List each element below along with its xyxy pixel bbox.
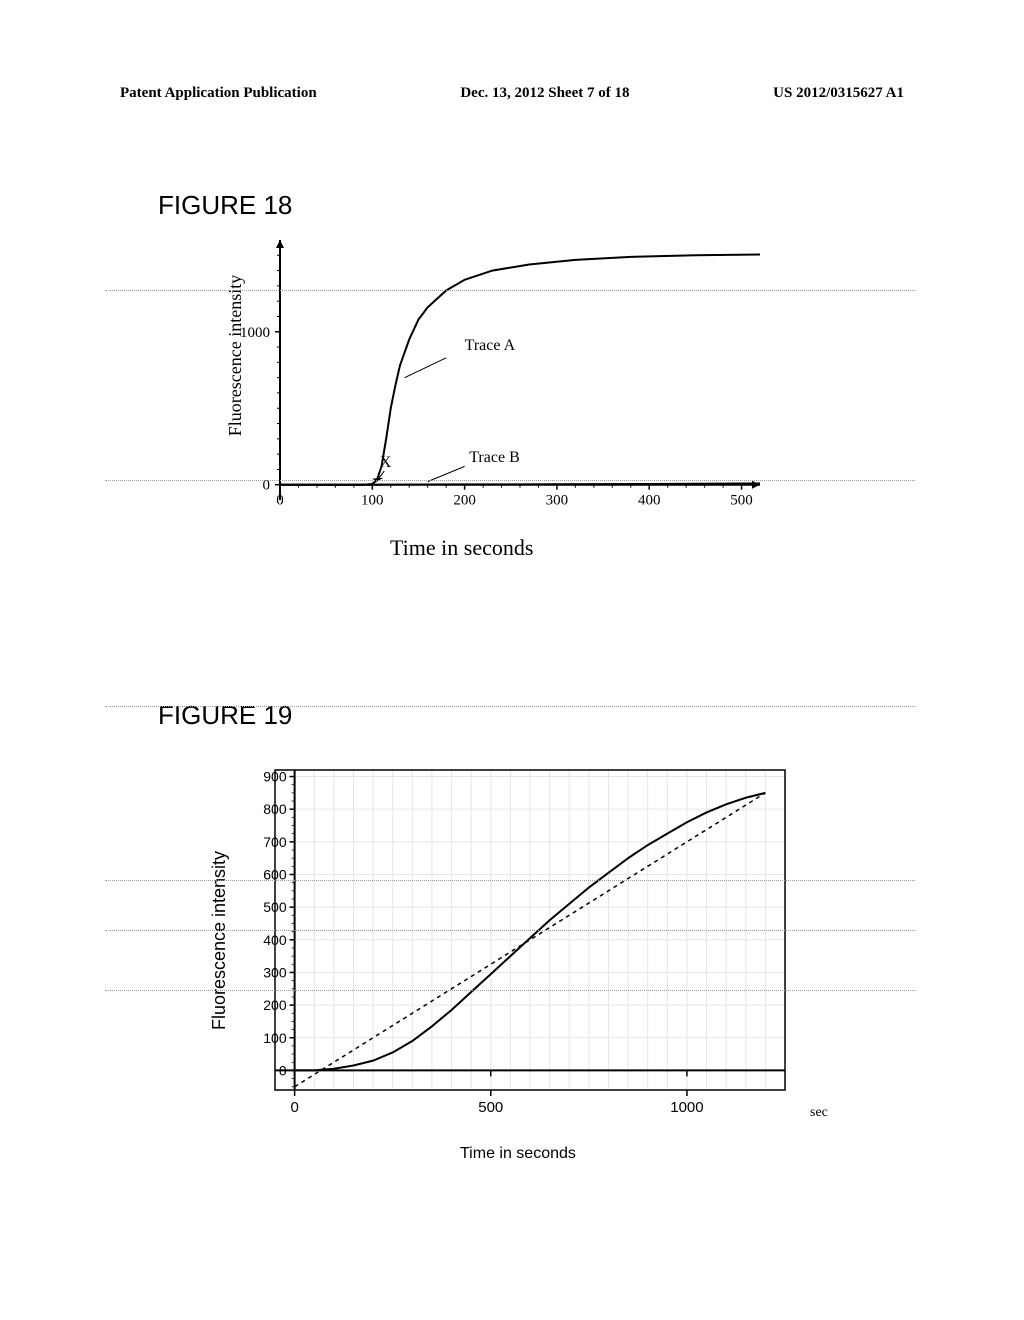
figure18-chart: 010000100200300400500Trace ATrace BX Flu… bbox=[210, 230, 780, 600]
svg-text:0: 0 bbox=[279, 1062, 287, 1078]
svg-text:100: 100 bbox=[361, 493, 384, 509]
svg-text:300: 300 bbox=[263, 964, 287, 980]
svg-text:500: 500 bbox=[478, 1099, 503, 1116]
header-center: Dec. 13, 2012 Sheet 7 of 18 bbox=[460, 85, 629, 102]
figure19-xunit: sec bbox=[810, 1105, 828, 1121]
scan-artifact-line bbox=[105, 930, 915, 931]
figure19-title: FIGURE 19 bbox=[158, 700, 292, 731]
svg-text:700: 700 bbox=[263, 834, 287, 850]
figure18-xlabel: Time in seconds bbox=[390, 535, 533, 561]
svg-text:0: 0 bbox=[276, 493, 284, 509]
svg-text:900: 900 bbox=[263, 769, 287, 785]
svg-text:1000: 1000 bbox=[670, 1099, 703, 1116]
svg-text:200: 200 bbox=[453, 493, 476, 509]
svg-text:500: 500 bbox=[263, 899, 287, 915]
figure19-chart: 010020030040050060070080090005001000 Flu… bbox=[210, 760, 830, 1160]
svg-text:100: 100 bbox=[263, 1030, 287, 1046]
svg-text:200: 200 bbox=[263, 997, 287, 1013]
svg-text:Trace A: Trace A bbox=[465, 337, 516, 354]
scan-artifact-line bbox=[105, 290, 915, 291]
page-header: Patent Application Publication Dec. 13, … bbox=[120, 85, 904, 102]
svg-text:500: 500 bbox=[730, 493, 753, 509]
scan-artifact-line bbox=[105, 706, 915, 707]
svg-text:400: 400 bbox=[263, 932, 287, 948]
svg-text:0: 0 bbox=[290, 1099, 298, 1116]
figure19-ylabel: Fluorescence intensity bbox=[209, 851, 230, 1030]
header-right: US 2012/0315627 A1 bbox=[773, 85, 904, 102]
svg-text:800: 800 bbox=[263, 801, 287, 817]
figure18-title: FIGURE 18 bbox=[158, 190, 292, 221]
svg-text:300: 300 bbox=[546, 493, 569, 509]
scan-artifact-line bbox=[105, 480, 915, 481]
figure19-xlabel: Time in seconds bbox=[460, 1145, 576, 1163]
figure19-svg: 010020030040050060070080090005001000 bbox=[210, 760, 830, 1160]
svg-text:Trace B: Trace B bbox=[469, 449, 520, 466]
svg-text:X: X bbox=[380, 454, 392, 471]
scan-artifact-line bbox=[105, 990, 915, 991]
svg-text:400: 400 bbox=[638, 493, 661, 509]
figure18-ylabel: Fluorescence intensity bbox=[225, 275, 246, 436]
scan-artifact-line bbox=[105, 880, 915, 881]
header-left: Patent Application Publication bbox=[120, 85, 317, 102]
